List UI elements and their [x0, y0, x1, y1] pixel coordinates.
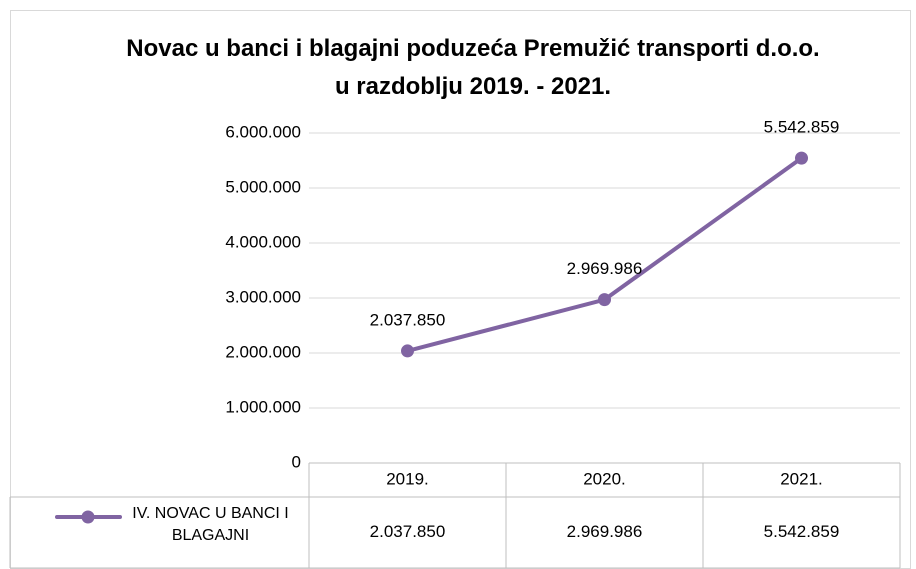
data-point [795, 151, 808, 165]
data-label: 5.542.859 [764, 118, 840, 137]
table-value: 2.037.850 [370, 522, 446, 541]
data-label: 2.037.850 [370, 310, 446, 329]
x-tick-label: 2019. [386, 469, 429, 488]
table-value: 2.969.986 [567, 522, 643, 541]
x-tick-label: 2020. [583, 469, 626, 488]
legend-marker [81, 510, 95, 524]
x-tick-label: 2021. [780, 469, 823, 488]
y-tick-label: 2.000.000 [225, 342, 301, 361]
title-box: Novac u banci i blagajni poduzeća Premuž… [126, 35, 820, 100]
data-point [401, 344, 414, 358]
legend-box: IV. NOVAC U BANCI I BLAGAJNI [132, 505, 289, 544]
y-tick-label: 6.000.000 [225, 122, 301, 141]
y-tick-label: 0 [292, 452, 301, 471]
y-tick-label: 4.000.000 [225, 232, 301, 251]
legend-label: IV. NOVAC U BANCI I BLAGAJNI [132, 505, 289, 544]
data-point [598, 293, 611, 307]
chart-frame [10, 10, 911, 569]
y-tick-label: 5.000.000 [225, 177, 301, 196]
data-label: 2.969.986 [567, 259, 643, 278]
y-tick-label: 3.000.000 [225, 287, 301, 306]
table-value: 5.542.859 [764, 522, 840, 541]
y-tick-label: 1.000.000 [225, 397, 301, 416]
chart-title: Novac u banci i blagajni poduzeća Premuž… [126, 35, 820, 100]
